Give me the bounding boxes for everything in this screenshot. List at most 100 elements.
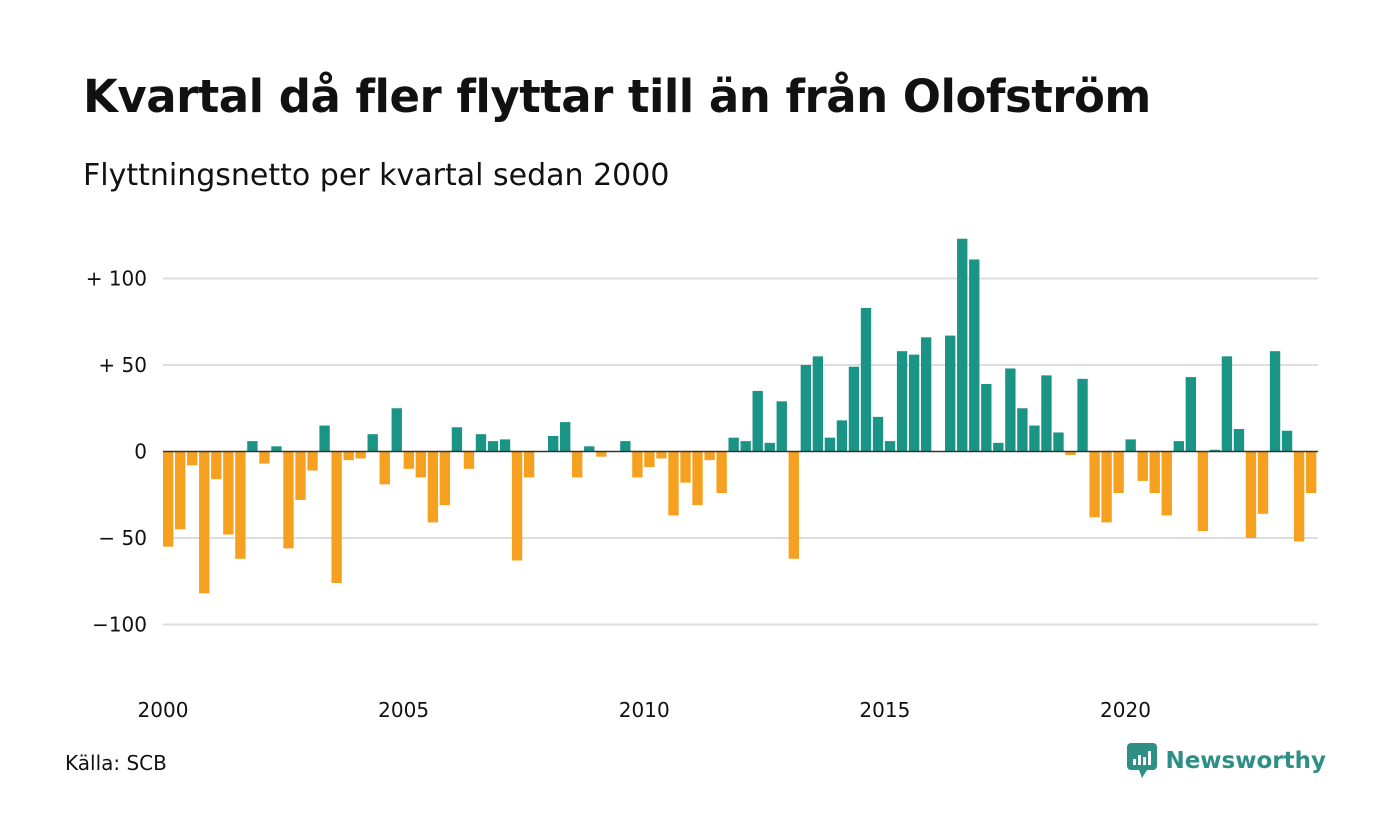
bar [836,420,848,452]
bar [319,425,330,452]
bar [1089,451,1100,518]
bar [728,437,739,452]
bar [896,351,908,452]
bar [187,451,198,466]
y-tick-label: −100 [92,613,147,637]
bar [596,451,607,457]
bar [752,390,763,452]
newsworthy-brand[interactable]: Newsworthy [1127,743,1326,779]
bar [379,451,390,485]
bar [1113,451,1124,494]
bar [223,451,234,535]
y-tick-label: + 50 [98,353,147,377]
bar [307,451,318,471]
bar [427,451,439,523]
bar [1053,432,1064,452]
bar [367,434,378,452]
bar [1125,439,1136,452]
bar [1017,408,1028,452]
bar [860,307,872,452]
bar [656,451,667,459]
bar [331,451,342,583]
bar [872,416,884,452]
bar [1077,378,1088,452]
bar [788,451,799,559]
bar [1257,451,1269,514]
bar [812,356,824,452]
bar [247,441,258,452]
bar [572,451,583,478]
bar [1281,430,1293,452]
source-note: Källa: SCB [65,751,167,775]
bar [548,435,559,452]
x-tick-label: 2020 [1100,698,1151,722]
bar [391,408,402,452]
bar [163,451,174,547]
bar [199,451,210,594]
bar [620,441,631,452]
bar [295,451,306,500]
newsworthy-logo-icon [1127,743,1158,778]
bar [1233,429,1245,452]
bar [908,354,920,452]
bar [511,451,523,561]
bar [981,384,992,452]
bar [776,401,787,452]
bar [1029,425,1040,452]
bar [704,451,715,461]
bar [560,422,571,452]
bar [993,442,1004,452]
bar [1221,356,1233,452]
x-tick-label: 2005 [378,698,429,722]
bar [668,451,679,516]
bar [1269,351,1281,452]
bar [451,427,463,452]
chart-title: Kvartal då fler flyttar till än från Olo… [83,70,1151,123]
bar [824,437,836,452]
bar [403,451,414,469]
bar [1209,449,1221,452]
bar [848,366,860,452]
bar [1101,451,1112,523]
bar [211,451,222,480]
grid-lines [163,277,1318,626]
bar [1161,451,1172,516]
bar [1149,451,1160,494]
bar [499,439,511,452]
bar [764,442,775,452]
bar [1173,441,1184,452]
bar [957,238,968,452]
y-tick-label: 0 [134,440,147,464]
bar [644,451,655,468]
x-tick-label: 2015 [859,698,910,722]
bar [584,446,595,452]
bar [355,451,366,459]
x-tick-label: 2010 [619,698,670,722]
bar [1185,377,1197,452]
bar [1041,375,1052,452]
y-tick-label: + 100 [86,267,147,291]
bar [1197,451,1209,532]
y-tick-label: − 50 [98,526,147,550]
bar [343,451,354,461]
bar [1005,368,1016,452]
bars [163,238,1317,594]
bar [463,451,475,469]
bar [1065,451,1076,455]
bar [920,337,932,452]
bar [523,451,535,478]
bar [1305,451,1317,494]
chart-subtitle: Flyttningsnetto per kvartal sedan 2000 [83,158,670,193]
bar [475,434,487,452]
bar [692,451,703,506]
bar [235,451,246,559]
bar [259,451,270,464]
bar [716,451,727,494]
bar [800,365,812,452]
bar [175,451,186,530]
bar [283,451,294,549]
bar [439,451,451,506]
bar [969,259,980,452]
bar [1293,451,1305,542]
